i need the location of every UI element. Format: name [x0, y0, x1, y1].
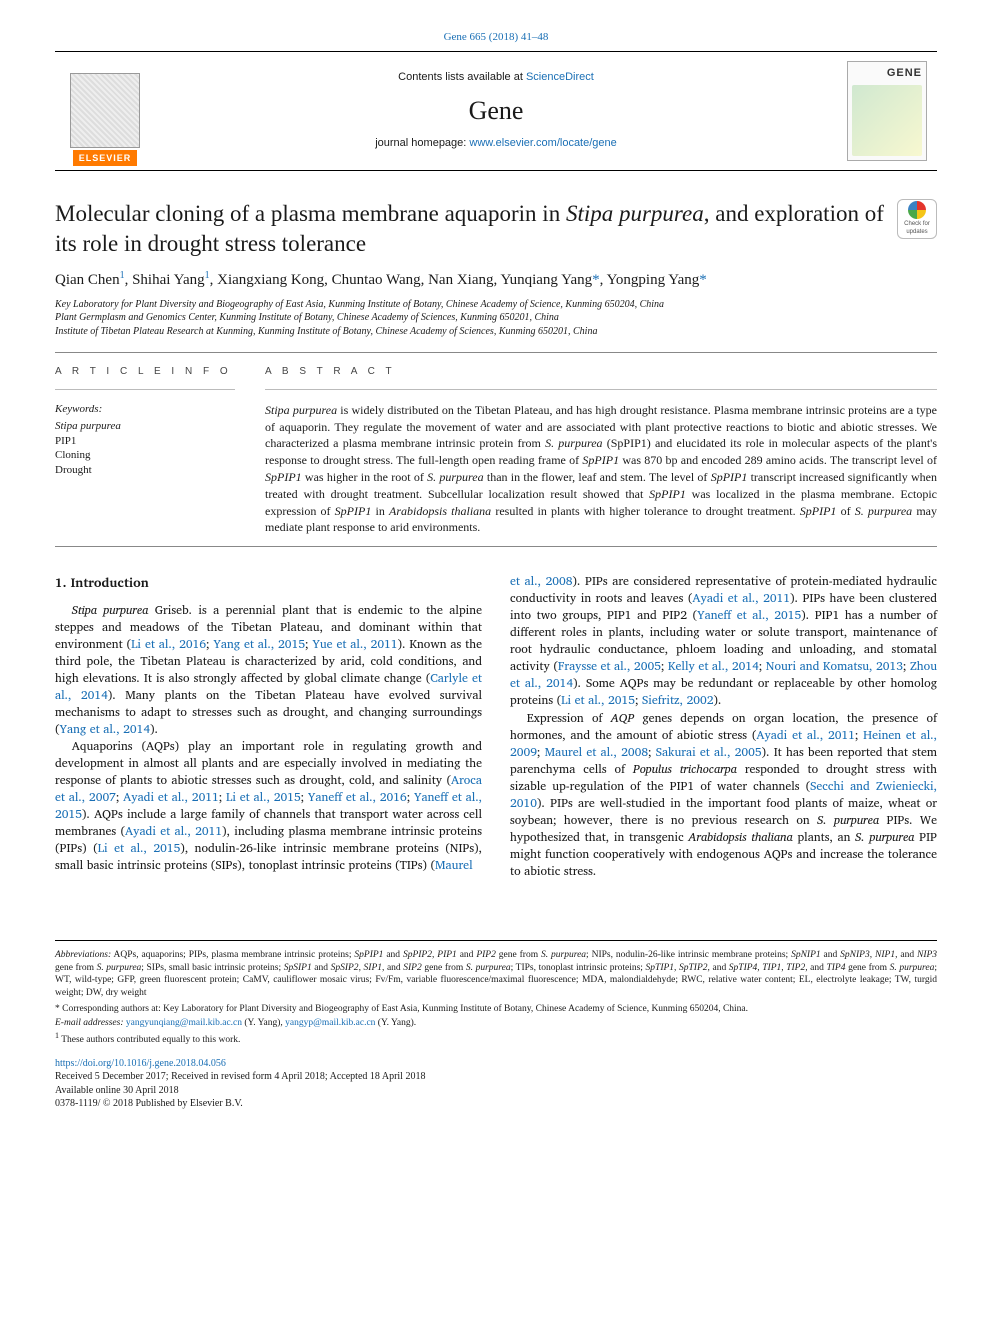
- check-updates-label: Check for updates: [898, 220, 936, 236]
- title-row: Molecular cloning of a plasma membrane a…: [55, 199, 937, 259]
- authors-line: Qian Chen1, Shihai Yang1, Xiangxiang Kon…: [55, 269, 937, 290]
- journal-cover-icon: GENE: [847, 61, 927, 161]
- check-updates-badge[interactable]: Check for updates: [897, 199, 937, 239]
- journal-header-center: Contents lists available at ScienceDirec…: [155, 52, 837, 170]
- left-column-text: Stipa purpurea Griseb. is a perennial pl…: [55, 602, 482, 875]
- keyword-item: Stipa purpurea: [55, 419, 235, 434]
- abstract-text: Stipa purpurea is widely distributed on …: [265, 402, 937, 536]
- elsevier-tree-icon: [70, 73, 140, 148]
- article-info-col: A R T I C L E I N F O Keywords: Stipa pu…: [55, 365, 235, 536]
- abbreviations-lead: Abbreviations:: [55, 950, 111, 960]
- journal-header: ELSEVIER Contents lists available at Sci…: [55, 51, 937, 171]
- journal-name: Gene: [155, 93, 837, 128]
- homepage-link[interactable]: www.elsevier.com/locate/gene: [469, 137, 616, 149]
- issn-line: 0378-1119/ © 2018 Published by Elsevier …: [55, 1097, 937, 1111]
- email-lead: E-mail addresses:: [55, 1018, 124, 1028]
- running-head-link[interactable]: Gene 665 (2018) 41–48: [444, 31, 549, 43]
- contrib-note: 1 These authors contributed equally to t…: [55, 1031, 937, 1047]
- email-who: (Y. Yang).: [375, 1018, 416, 1028]
- journal-cover-block: GENE: [837, 52, 937, 170]
- homepage-line: journal homepage: www.elsevier.com/locat…: [155, 136, 837, 151]
- sciencedirect-link[interactable]: ScienceDirect: [526, 71, 594, 83]
- doi-line: https://doi.org/10.1016/j.gene.2018.04.0…: [55, 1057, 937, 1071]
- right-column: et al., 2008). PIPs are considered repre…: [510, 573, 937, 880]
- received-line: Received 5 December 2017; Received in re…: [55, 1070, 937, 1084]
- abbreviations: Abbreviations: AQPs, aquaporins; PIPs, p…: [55, 949, 937, 1000]
- homepage-prefix: journal homepage:: [375, 137, 469, 149]
- email-who: (Y. Yang),: [242, 1018, 285, 1028]
- affiliation-item: Plant Germplasm and Genomics Center, Kun…: [55, 311, 937, 325]
- article-info-label: A R T I C L E I N F O: [55, 365, 235, 379]
- journal-cover-label: GENE: [887, 66, 922, 81]
- section-heading-intro: 1. Introduction: [55, 573, 482, 591]
- left-column: 1. Introduction Stipa purpurea Griseb. i…: [55, 573, 482, 880]
- publisher-name: ELSEVIER: [73, 150, 138, 166]
- divider: [55, 546, 937, 547]
- divider: [55, 352, 937, 353]
- keyword-item: PIP1: [55, 434, 235, 449]
- email-link[interactable]: yangyunqiang@mail.kib.ac.cn: [126, 1018, 242, 1028]
- email-link[interactable]: yangyp@mail.kib.ac.cn: [285, 1018, 375, 1028]
- keyword-item: Cloning: [55, 448, 235, 463]
- emails-line: E-mail addresses: yangyunqiang@mail.kib.…: [55, 1017, 937, 1030]
- affiliations: Key Laboratory for Plant Diversity and B…: [55, 298, 937, 339]
- running-head: Gene 665 (2018) 41–48: [55, 30, 937, 45]
- available-line: Available online 30 April 2018: [55, 1084, 937, 1098]
- right-column-text: et al., 2008). PIPs are considered repre…: [510, 573, 937, 880]
- crossmark-ring-icon: [908, 201, 926, 219]
- contents-line: Contents lists available at ScienceDirec…: [155, 70, 837, 85]
- publisher-logo-block: ELSEVIER: [55, 52, 155, 170]
- contents-prefix: Contents lists available at: [398, 71, 526, 83]
- affiliation-item: Institute of Tibetan Plateau Research at…: [55, 325, 937, 339]
- info-abstract-row: A R T I C L E I N F O Keywords: Stipa pu…: [55, 365, 937, 536]
- affiliation-item: Key Laboratory for Plant Diversity and B…: [55, 298, 937, 312]
- abstract-col: A B S T R A C T Stipa purpurea is widely…: [265, 365, 937, 536]
- abbreviations-text: AQPs, aquaporins; PIPs, plasma membrane …: [55, 950, 937, 998]
- footer-block: Abbreviations: AQPs, aquaporins; PIPs, p…: [55, 940, 937, 1111]
- journal-cover-art: [852, 85, 922, 156]
- abstract-label: A B S T R A C T: [265, 365, 937, 379]
- keyword-item: Drought: [55, 463, 235, 478]
- corresponding-note: * Corresponding authors at: Key Laborato…: [55, 1003, 937, 1016]
- divider: [55, 389, 235, 390]
- article-title: Molecular cloning of a plasma membrane a…: [55, 199, 885, 259]
- keywords-heading: Keywords:: [55, 402, 235, 417]
- body-columns: 1. Introduction Stipa purpurea Griseb. i…: [55, 573, 937, 880]
- divider: [265, 389, 937, 390]
- doi-link[interactable]: https://doi.org/10.1016/j.gene.2018.04.0…: [55, 1058, 226, 1069]
